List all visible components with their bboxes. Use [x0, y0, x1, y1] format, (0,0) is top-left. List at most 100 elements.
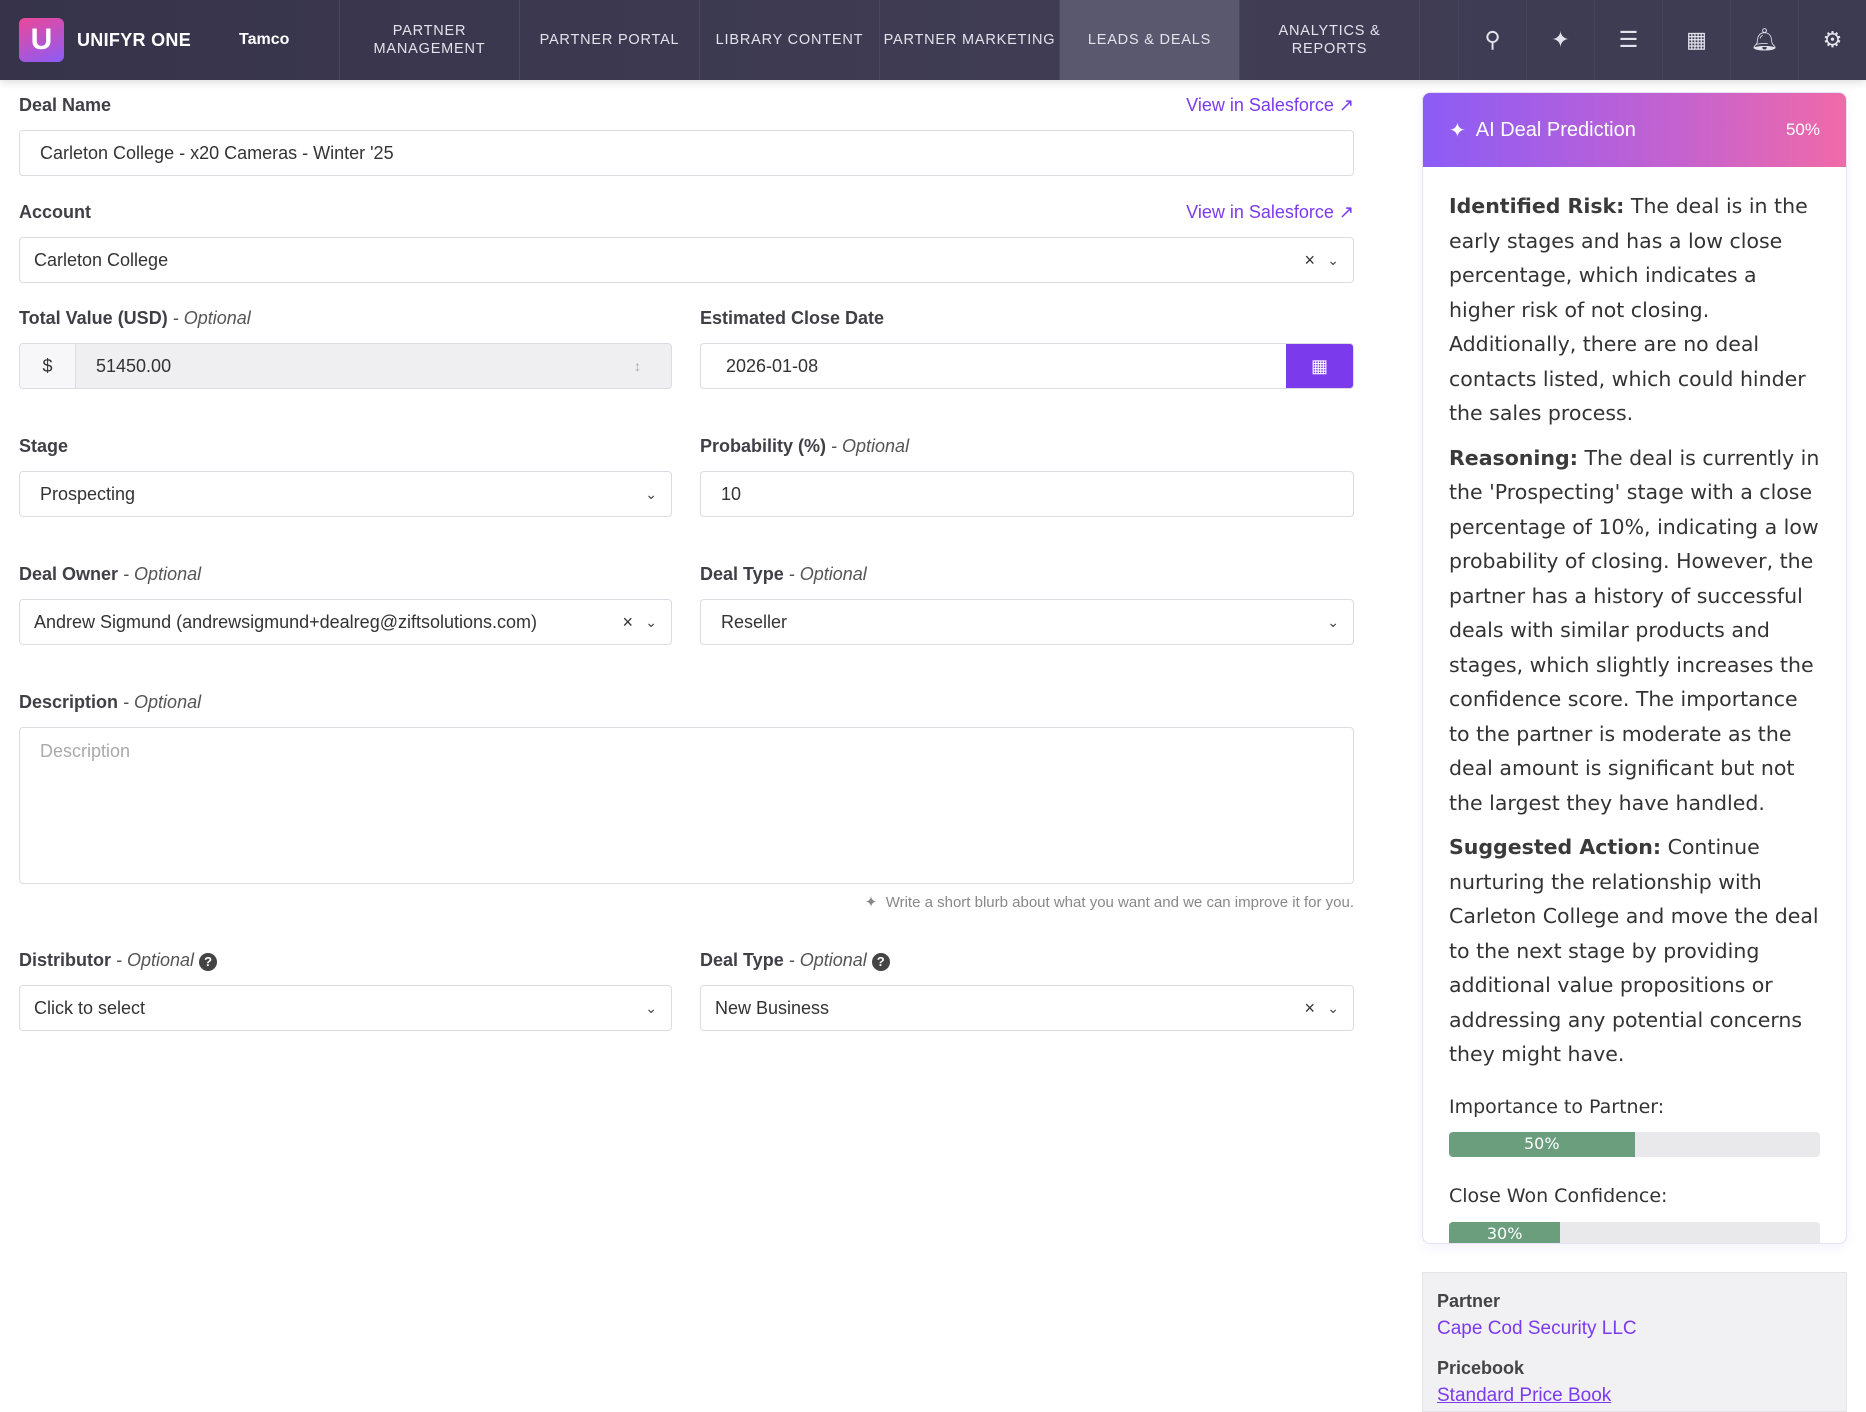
link-text: View in Salesforce — [1186, 95, 1334, 115]
view-in-salesforce-link[interactable]: View in Salesforce ↗ — [1186, 95, 1354, 116]
ai-card-title: AI Deal Prediction — [1475, 118, 1636, 141]
probability-input[interactable]: 10 — [700, 471, 1354, 517]
deal-name-input[interactable]: Carleton College - x20 Cameras - Winter … — [19, 130, 1354, 176]
deal-name-value: Carleton College - x20 Cameras - Winter … — [40, 142, 394, 163]
nav-partner-marketing[interactable]: PARTNER MARKETING — [880, 0, 1060, 80]
optional-text: - Optional — [123, 564, 202, 584]
deal-owner-select[interactable]: Andrew Sigmund (andrewsigmund+dealreg@zi… — [19, 599, 672, 645]
importance-fill: 50% — [1449, 1132, 1635, 1157]
clear-icon[interactable]: × — [1304, 997, 1315, 1018]
nav-leads-deals[interactable]: LEADS & DEALS — [1060, 0, 1240, 80]
confidence-fill: 30% — [1449, 1221, 1561, 1243]
sparkles-icon[interactable]: ✦ — [1526, 0, 1594, 80]
deal-type-select[interactable]: Reseller ⌄ — [700, 599, 1354, 645]
link-text: View in Salesforce — [1186, 202, 1334, 222]
identified-risk: Identified Risk: The deal is in the earl… — [1449, 189, 1820, 431]
chevron-down-icon[interactable]: ⌄ — [645, 999, 657, 1016]
bell-icon[interactable]: 🔔︎ — [1730, 0, 1798, 80]
search-icon[interactable]: ⚲ — [1458, 0, 1526, 80]
clear-icon[interactable]: × — [1304, 249, 1315, 270]
label-text: Probability (%) — [700, 436, 827, 456]
chevron-down-icon[interactable]: ⌄ — [645, 613, 657, 630]
action-text: Continue nurturing the relationship with… — [1449, 835, 1819, 1066]
chevron-down-icon[interactable]: ⌄ — [1327, 999, 1339, 1016]
chevron-down-icon: ⌄ — [645, 485, 657, 502]
view-account-in-salesforce-link[interactable]: View in Salesforce ↗ — [1186, 202, 1354, 223]
confidence-progress: 30% — [1449, 1221, 1820, 1243]
chevron-down-icon[interactable]: ⌄ — [1327, 251, 1339, 268]
importance-label: Importance to Partner: — [1449, 1095, 1665, 1118]
sparkles-icon: ✦ — [864, 894, 878, 911]
total-value-input[interactable]: $ 51450.00 ↕ — [19, 343, 672, 389]
gear-icon[interactable]: ⚙ — [1798, 0, 1866, 80]
probability-value: 10 — [721, 483, 742, 504]
clear-icon[interactable]: × — [622, 611, 633, 632]
stage-select[interactable]: Prospecting ⌄ — [19, 471, 672, 517]
optional-text: - Optional — [116, 950, 195, 970]
distributor-select[interactable]: Click to select ⌄ — [19, 985, 672, 1031]
org-name[interactable]: Tamco — [239, 31, 290, 48]
nav-analytics-reports[interactable]: ANALYTICS & REPORTS — [1240, 0, 1420, 80]
brand-name: UNIFYR ONE — [77, 29, 192, 50]
partner-link[interactable]: Cape Cod Security LLC — [1437, 1318, 1637, 1339]
deal-owner-label: Deal Owner - Optional — [19, 564, 201, 585]
layers-icon[interactable]: ☰ — [1594, 0, 1662, 80]
stage-value: Prospecting — [40, 483, 136, 504]
deal-details-sidebar: Partner Cape Cod Security LLC Pricebook … — [1422, 1272, 1847, 1412]
optional-text: - Optional — [788, 564, 867, 584]
reasoning-text: The deal is currently in the 'Prospectin… — [1449, 445, 1820, 815]
ai-score: 50% — [1785, 120, 1820, 139]
action-label: Suggested Action: — [1449, 835, 1662, 859]
suggested-action: Suggested Action: Continue nurturing the… — [1449, 830, 1820, 1072]
label-text: Total Value (USD) — [19, 308, 168, 328]
description-textarea[interactable]: Description — [19, 727, 1354, 884]
ai-deal-prediction-card: ✦ AI Deal Prediction 50% Identified Risk… — [1422, 92, 1847, 1244]
grid-icon[interactable]: ▦ — [1662, 0, 1730, 80]
total-value: 51450.00 — [96, 355, 172, 376]
optional-text: - Optional — [123, 692, 202, 712]
distributor-value: Click to select — [34, 997, 146, 1018]
pricebook-link[interactable]: Standard Price Book — [1437, 1385, 1612, 1406]
distributor-label: Distributor - Optional ? — [19, 950, 218, 971]
deal-type-2-select[interactable]: New Business × ⌄ — [700, 985, 1354, 1031]
brand[interactable]: U UNIFYR ONE Tamco — [0, 0, 340, 80]
optional-text: - Optional — [788, 950, 867, 970]
nav-partner-management[interactable]: PARTNER MANAGEMENT — [340, 0, 520, 80]
ai-card-header: ✦ AI Deal Prediction 50% — [1423, 93, 1846, 167]
label-text: Deal Type — [700, 950, 784, 970]
external-link-icon: ↗ — [1338, 202, 1354, 222]
description-hint: ✦ Write a short blurb about what you wan… — [865, 893, 1354, 911]
help-icon[interactable]: ? — [199, 953, 218, 971]
hint-text: Write a short blurb about what you want … — [885, 894, 1354, 911]
deal-type-value: Reseller — [721, 611, 788, 632]
account-select[interactable]: Carleton College × ⌄ — [19, 237, 1354, 283]
description-placeholder: Description — [40, 741, 131, 761]
calendar-icon[interactable]: ▦ — [1286, 344, 1353, 388]
label-text: Distributor — [19, 950, 111, 970]
reasoning-label: Reasoning: — [1449, 445, 1578, 470]
stage-label: Stage — [19, 436, 69, 456]
help-icon[interactable]: ? — [871, 953, 890, 971]
risk-label: Identified Risk: — [1449, 194, 1625, 218]
chevron-down-icon: ⌄ — [1327, 613, 1339, 630]
top-nav: U UNIFYR ONE Tamco PARTNER MANAGEMENT PA… — [0, 0, 1866, 80]
deal-type-label: Deal Type - Optional — [700, 564, 867, 585]
currency-prefix: $ — [20, 344, 76, 388]
deal-owner-value: Andrew Sigmund (andrewsigmund+dealreg@zi… — [34, 611, 538, 632]
label-text: Description — [19, 692, 119, 712]
nav-library-content[interactable]: LIBRARY CONTENT — [700, 0, 880, 80]
deal-name-label: Deal Name — [19, 95, 112, 115]
deal-type-2-label: Deal Type - Optional ? — [700, 950, 890, 971]
sparkles-icon: ✦ — [1449, 119, 1466, 142]
total-value-label: Total Value (USD) - Optional — [19, 308, 251, 329]
close-date-value: 2026-01-08 — [726, 355, 819, 376]
confidence-label: Close Won Confidence: — [1449, 1185, 1668, 1207]
spinner-icon[interactable]: ↕ — [634, 358, 641, 374]
nav-partner-portal[interactable]: PARTNER PORTAL — [520, 0, 700, 80]
account-label: Account — [19, 202, 91, 222]
partner-label: Partner — [1437, 1291, 1501, 1311]
importance-progress: 50% — [1449, 1132, 1820, 1157]
close-date-input[interactable]: 2026-01-08 ▦ — [700, 343, 1354, 389]
optional-text: - Optional — [831, 436, 910, 456]
close-date-label: Estimated Close Date — [700, 308, 885, 328]
